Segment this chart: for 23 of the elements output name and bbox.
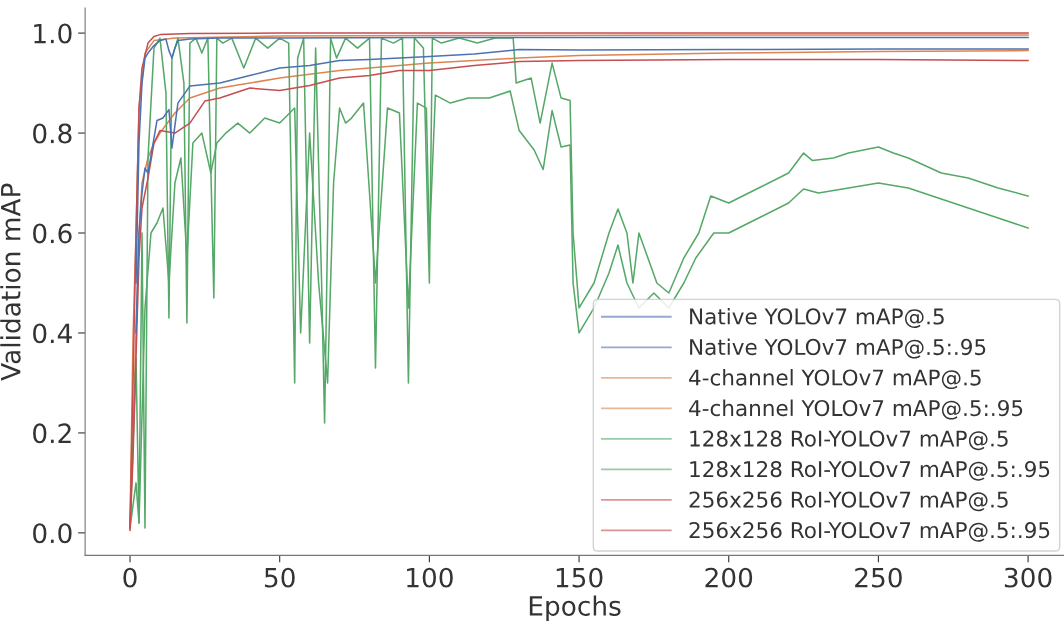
legend-label: 128x128 RoI-YOLOv7 mAP@.5 — [690, 430, 1008, 451]
x-tick-label: 250 — [855, 567, 902, 588]
x-tick-label: 300 — [1004, 567, 1052, 588]
y-tick-label: 0.4 — [33, 323, 72, 344]
legend-label: Native YOLOv7 mAP@.5 — [690, 307, 944, 329]
x-tick-label: 0 — [123, 567, 137, 588]
legend-label: 4-channel YOLOv7 mAP@.5:.95 — [689, 399, 1023, 420]
y-tick-label: 0.0 — [33, 523, 72, 544]
x-tick-label: 150 — [556, 567, 603, 588]
y-axis-title: Validation mAP — [0, 183, 21, 381]
y-tick-label: 0.2 — [33, 423, 71, 444]
legend-label: 4-channel YOLOv7 mAP@.5 — [689, 369, 981, 390]
legend-label: 256x256 RoI-YOLOv7 mAP@.5:.95 — [689, 521, 1050, 542]
x-axis-title: Epochs — [529, 595, 621, 622]
y-tick-label: 0.6 — [33, 223, 72, 244]
x-tick-label: 50 — [264, 567, 295, 588]
legend-label: Native YOLOv7 mAP@.5:.95 — [690, 338, 986, 359]
x-tick-label: 200 — [705, 567, 753, 588]
y-tick-label: 0.8 — [33, 123, 72, 144]
legend-label: 256x256 RoI-YOLOv7 mAP@.5 — [689, 491, 1008, 512]
y-tick-label: 1.0 — [34, 23, 72, 44]
legend-label: 128x128 RoI-YOLOv7 mAP@.5:.95 — [690, 460, 1050, 481]
x-tick-label: 100 — [407, 567, 453, 588]
